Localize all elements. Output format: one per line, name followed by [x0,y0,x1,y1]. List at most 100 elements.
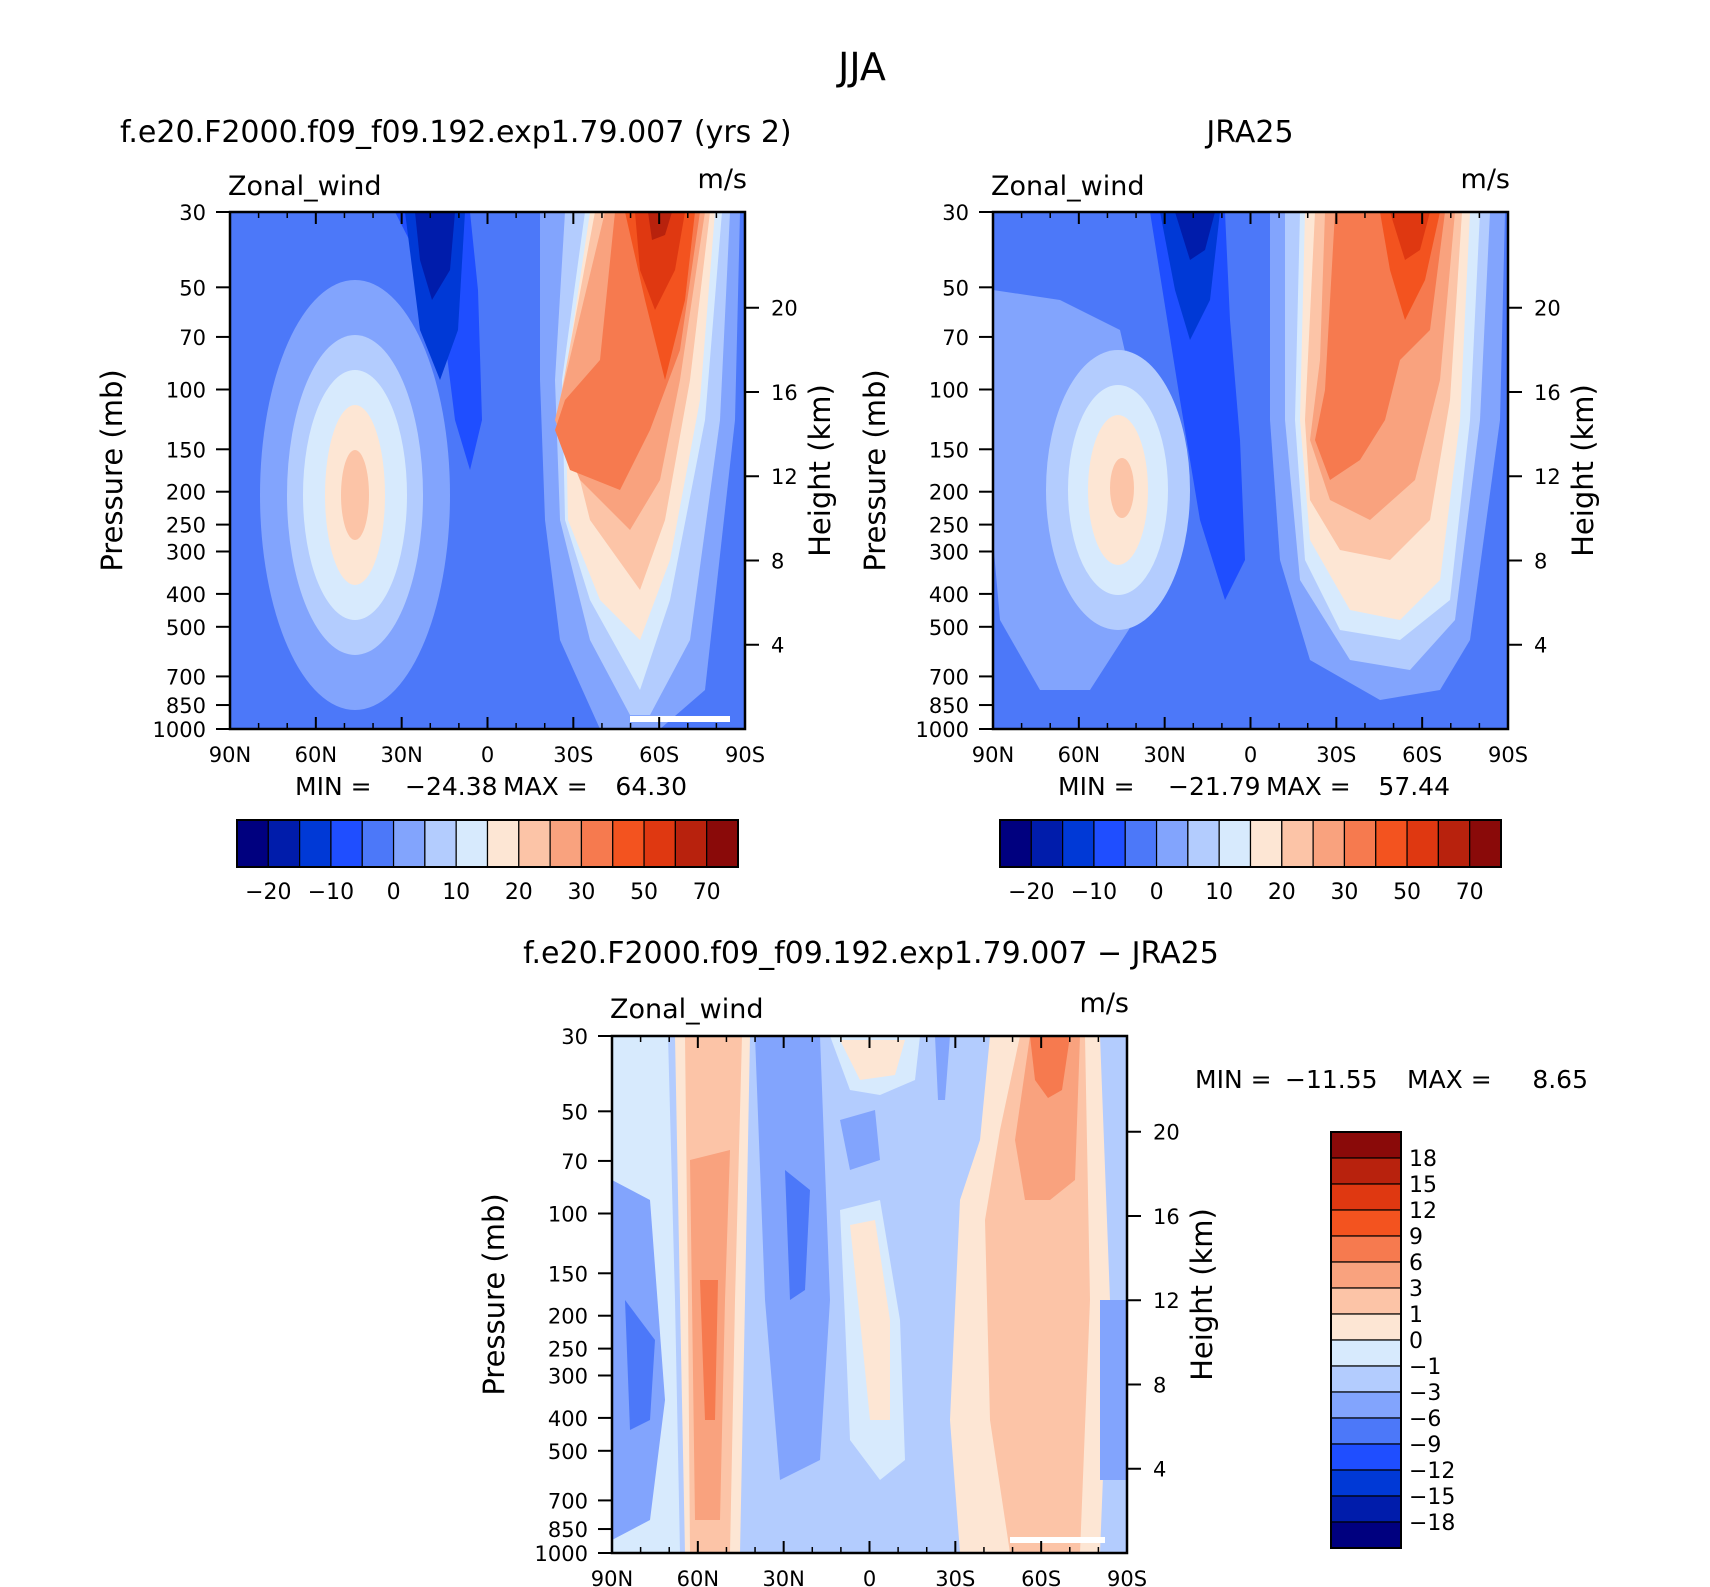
colorbar-label: 3 [1409,1277,1423,1302]
y-axis-title: Pressure (mb) [477,1193,511,1395]
y-tick-label: 50 [179,276,206,300]
x-tick-label: 90S [1107,1567,1147,1587]
colorbar-label: 9 [1409,1225,1423,1250]
y2-tick-label: 4 [771,634,784,658]
colorbar-label: 0 [1150,880,1164,905]
colorbar-swatch [1330,1417,1402,1445]
panel-diff-field [612,1036,1127,1553]
panel-obs-min-label: MIN = [1058,772,1135,801]
y2-tick-label: 12 [1534,465,1561,489]
colorbar-label: −3 [1409,1381,1441,1406]
y-axis-title: Pressure (mb) [95,369,129,571]
model-contour-ne5 [341,450,369,540]
colorbar-label: 50 [630,880,658,905]
x-tick-label: 60S [1021,1567,1061,1587]
colorbar-label: 18 [1409,1147,1437,1172]
panel-model-min-value: −24.38 [405,772,498,801]
panel-model-title: f.e20.F2000.f09_f09.192.exp1.79.007 (yrs… [120,115,792,150]
colorbar-swatch [1330,1235,1402,1263]
panel-obs-field [993,212,1508,729]
colorbar-frame [1330,1131,1402,1549]
x-tick-label: 30S [553,743,593,767]
y-tick-label: 200 [548,1305,588,1329]
x-tick-label: 90S [1488,743,1528,767]
model-contour-s9 [635,212,685,310]
y2-axis-title: Height (km) [803,384,837,557]
colorbar-swatch [706,819,739,868]
y-tick-label: 250 [929,514,969,538]
y2-tick-label: 8 [1153,1373,1166,1397]
y2-axis-title: Height (km) [1566,384,1600,557]
y2-tick-label: 8 [771,549,784,573]
x-tick-label: 90N [591,1567,633,1587]
y-tick-label: 400 [929,583,969,607]
colorbar-swatch [1330,1287,1402,1315]
y-tick-label: 30 [942,201,969,225]
panel-model-colorbar: −20 −10 0 10 20 30 50 70 [236,819,739,905]
diff-contour-g [700,1280,718,1420]
y-tick-label: 500 [548,1440,588,1464]
y-tick-label: 100 [166,379,206,403]
x-tick-label: 0 [1244,743,1257,767]
colorbar-swatch [330,819,363,868]
obs-contour-jet-n3 [1175,212,1215,260]
y-tick-label: 250 [166,514,206,538]
panel-model-axes: 90N 60N 30N 0 30S 60S 90S 30 50 70 100 150 200 250300… [95,201,837,767]
y2-tick-label: 4 [1153,1458,1166,1482]
y-tick-label: 150 [548,1262,588,1286]
panel-model-left-label: Zonal_wind [228,171,382,202]
colorbar-swatch [392,819,426,868]
colorbar-swatch [1343,819,1377,868]
colorbar-frame [236,819,739,868]
panel-obs: JRA25 Zonal_wind m/s 90N 60N 30N 0 30S 60S 90S… [858,115,1600,905]
x-tick-label: 30N [762,1567,804,1587]
panel-obs-left-label: Zonal_wind [991,171,1145,202]
panel-model-field [230,212,745,729]
y-axis-title: Pressure (mb) [858,369,892,571]
y-tick-label: 150 [929,438,969,462]
colorbar-label: 6 [1409,1251,1423,1276]
x-tick-label: 30N [1143,743,1185,767]
y-tick-label: 100 [929,379,969,403]
x-tick-label: 60N [677,1567,719,1587]
y-tick-label: 70 [561,1150,588,1174]
colorbar-label: −20 [245,880,291,905]
colorbar-label: 1 [1409,1303,1423,1328]
diff-contour-s [1030,1036,1070,1098]
y2-tick-label: 20 [1534,297,1561,321]
colorbar-label: −1 [1409,1355,1441,1380]
colorbar-swatch [267,819,301,868]
y-tick-label: 1000 [535,1542,588,1566]
x-tick-label: 90N [972,743,1014,767]
y-tick-label: 850 [166,694,206,718]
obs-contour-s9 [1390,212,1430,260]
colorbar-swatch [1330,1313,1402,1341]
colorbar-swatch [1330,1157,1402,1185]
y-tick-label: 1000 [916,718,969,742]
y2-tick-label: 8 [1534,549,1547,573]
panel-diff-left-label: Zonal_wind [610,994,764,1025]
colorbar-label: −18 [1409,1511,1455,1536]
colorbar-swatch [580,819,614,868]
colorbar-label: 20 [505,880,533,905]
diff-contour-o [935,1036,950,1100]
y2-axis-title: Height (km) [1185,1208,1219,1381]
colorbar-swatch [1330,1365,1402,1393]
colorbar-swatch [424,819,457,868]
panel-obs-axes: 90N 60N 30N 0 30S 60S 90S 30 50 70 100 150 200 250300… [858,201,1600,767]
diff-contour-n [850,1220,890,1420]
colorbar-swatch [1281,819,1314,868]
x-tick-label: 0 [481,743,494,767]
colorbar-swatch [1330,1469,1402,1497]
colorbar-swatch [999,819,1032,868]
y-tick-label: 700 [548,1489,588,1513]
panel-obs-max-value: 57.44 [1378,772,1450,801]
panel-diff-units: m/s [1080,988,1129,1019]
colorbar-label: 30 [567,880,595,905]
colorbar-swatch [486,819,520,868]
colorbar-swatch [1330,1521,1402,1549]
y-tick-label: 700 [929,665,969,689]
colorbar-swatch [674,819,708,868]
y2-tick-label: 16 [1534,381,1561,405]
